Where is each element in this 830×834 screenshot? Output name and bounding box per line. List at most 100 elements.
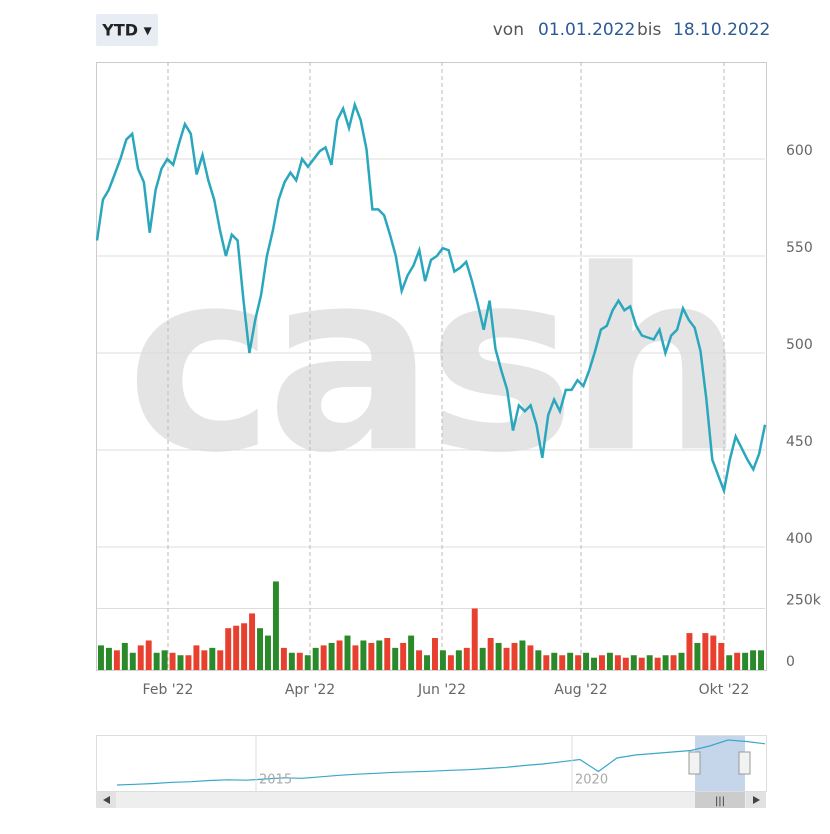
volume-bar bbox=[439, 650, 446, 670]
volume-bar bbox=[98, 645, 104, 670]
volume-bar bbox=[583, 652, 590, 670]
volume-bar bbox=[185, 655, 192, 670]
volume-bar bbox=[201, 650, 208, 670]
navigator-handle[interactable] bbox=[738, 751, 751, 775]
volume-bar bbox=[543, 655, 550, 670]
volume-bar bbox=[527, 645, 534, 670]
y-tick-label: 600 bbox=[786, 143, 813, 159]
volume-bar bbox=[742, 652, 749, 670]
volume-bar bbox=[225, 628, 232, 670]
volume-bar bbox=[265, 635, 271, 670]
volume-bar bbox=[734, 652, 741, 670]
volume-bar bbox=[614, 655, 621, 670]
range-button-label[interactable]: YTD ▾ bbox=[101, 21, 151, 40]
volume-bar bbox=[169, 652, 176, 670]
watermark: cash bbox=[126, 216, 738, 507]
volume-bar bbox=[129, 652, 136, 670]
scrollbar-grip: ||| bbox=[715, 796, 725, 807]
volume-bar bbox=[662, 655, 669, 670]
volume-bar bbox=[606, 652, 613, 670]
volume-bar bbox=[519, 640, 526, 670]
volume-bar bbox=[376, 640, 383, 670]
volume-bar bbox=[678, 652, 685, 670]
volume-bar bbox=[686, 633, 693, 670]
scrollbar[interactable] bbox=[96, 792, 766, 808]
y-tick-label: 450 bbox=[786, 434, 813, 450]
volume-bar bbox=[233, 625, 240, 670]
volume-bar bbox=[288, 652, 295, 670]
volume-bar bbox=[320, 645, 327, 670]
y-tick-label: 400 bbox=[786, 531, 813, 547]
volume-bar bbox=[312, 647, 319, 670]
scrollbar-thumb[interactable] bbox=[695, 792, 745, 808]
volume-bar bbox=[105, 647, 112, 670]
navigator bbox=[96, 735, 767, 792]
x-tick-label: Apr '22 bbox=[285, 682, 335, 698]
y-tick-label: 250k bbox=[786, 593, 822, 609]
volume-bar bbox=[710, 635, 717, 670]
volume-bar bbox=[217, 650, 224, 670]
navigator-label: 2015 bbox=[259, 773, 292, 788]
volume-bar bbox=[280, 647, 287, 670]
volume-bar bbox=[408, 635, 415, 670]
volume-bar bbox=[424, 655, 430, 670]
volume-bar bbox=[591, 657, 597, 670]
volume-bar bbox=[455, 650, 462, 670]
volume-bar bbox=[432, 638, 438, 670]
volume-bar bbox=[750, 650, 757, 670]
volume-bar bbox=[113, 650, 120, 670]
volume-bar bbox=[702, 633, 709, 670]
x-tick-label: Jun '22 bbox=[417, 682, 466, 698]
volume-bar bbox=[249, 613, 256, 670]
volume-bar bbox=[161, 650, 168, 670]
volume-bar bbox=[495, 642, 502, 670]
y-tick-label: 550 bbox=[786, 240, 813, 256]
navigator-selection[interactable] bbox=[695, 736, 745, 791]
volume-bar bbox=[654, 657, 661, 670]
volume-bar bbox=[559, 655, 566, 670]
volume-bar bbox=[193, 645, 200, 670]
x-tick-label: Okt '22 bbox=[699, 682, 750, 698]
volume-bar bbox=[392, 647, 399, 670]
volume-bar bbox=[257, 628, 263, 670]
volume-bar bbox=[328, 642, 335, 670]
volume-bar bbox=[352, 645, 359, 670]
y-tick-label: 0 bbox=[786, 654, 795, 670]
range-button[interactable] bbox=[96, 14, 158, 46]
volume-bar bbox=[694, 642, 701, 670]
arrow-left bbox=[103, 796, 110, 804]
to-date[interactable]: 18.10.2022 bbox=[673, 20, 770, 40]
navigator-handle[interactable] bbox=[688, 751, 701, 775]
volume-bar bbox=[575, 655, 582, 670]
navigator-line bbox=[116, 739, 766, 786]
volume-bar bbox=[145, 640, 152, 670]
volume-bar bbox=[487, 638, 494, 670]
arrow-right bbox=[753, 796, 760, 804]
volume-bar bbox=[137, 645, 144, 670]
volume-bar bbox=[718, 642, 725, 670]
x-tick-label: Aug '22 bbox=[554, 682, 607, 698]
volume-bar bbox=[400, 642, 407, 670]
volume-bar bbox=[344, 635, 351, 670]
volume-bar bbox=[622, 657, 629, 670]
volume-bar bbox=[177, 655, 184, 670]
from-date[interactable]: 01.01.2022 bbox=[538, 20, 635, 40]
volume-bar bbox=[479, 647, 486, 670]
volume-bar bbox=[646, 655, 653, 670]
volume-bar bbox=[121, 642, 128, 670]
volume-bar bbox=[272, 581, 279, 670]
from-label: von bbox=[493, 20, 524, 40]
volume-bar bbox=[209, 647, 216, 670]
volume-bar bbox=[511, 642, 518, 670]
volume-bar bbox=[360, 640, 367, 670]
volume-bar bbox=[416, 650, 423, 670]
volume-bar bbox=[241, 623, 248, 670]
volume-bar bbox=[638, 657, 645, 670]
to-label: bis bbox=[637, 20, 662, 40]
volume-bar bbox=[296, 652, 303, 670]
volume-bar bbox=[368, 642, 375, 670]
volume-bar bbox=[670, 655, 677, 670]
volume-bar bbox=[384, 638, 391, 670]
